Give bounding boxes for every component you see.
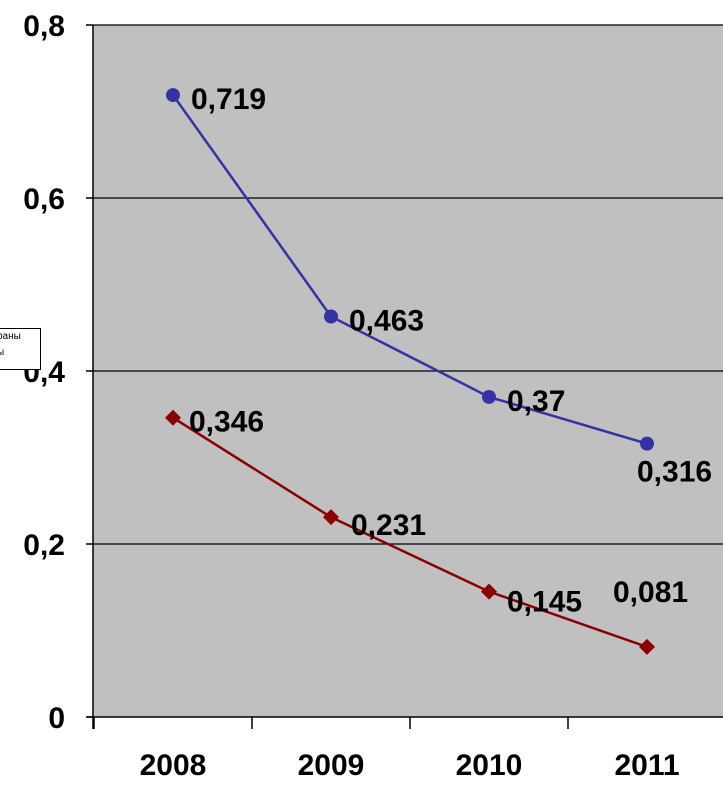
data-label: 0,463 [349,305,424,338]
x-tick-label: 2010 [456,749,523,782]
data-point [165,409,181,426]
y-tick-label: 0,6 [23,183,65,216]
gridlines [93,24,723,545]
data-point [323,509,339,526]
series-layer: 0,719 0,463 0,37 0,316 0,346 0,231 0,145 0,081 [165,83,712,655]
x-axis-ticks: 2008 2009 2010 2011 [93,717,680,782]
data-point [639,638,655,655]
x-tick-label: 2011 [614,749,679,782]
y-tick-label: 0,2 [23,529,65,562]
data-label: 0,231 [351,509,426,542]
data-label: 0,081 [613,576,688,609]
data-point [324,309,338,324]
y-tick-label: 0,8 [23,10,65,43]
data-point [481,583,497,600]
y-axis-ticks: 00,20,40,60,8 [23,10,93,735]
data-point [166,88,180,103]
data-label: 0,37 [507,385,565,418]
series-line [171,94,648,445]
x-tick-label: 2009 [298,749,365,782]
series-line [172,416,648,649]
data-label: 0,316 [637,456,712,489]
data-point [482,389,496,404]
series-1: 0,719 0,463 0,37 0,316 [166,83,712,489]
data-label: 0,145 [507,586,582,619]
legend-fragment-line2: ы [0,345,40,361]
data-label: 0,719 [191,83,266,116]
legend-fragment: раны ы [0,328,41,370]
y-tick-label: 0 [48,702,65,735]
data-label: 0,346 [189,406,264,439]
legend-fragment-line1: раны [0,331,21,342]
x-tick-label: 2008 [140,749,207,782]
axes [87,25,723,729]
series-2: 0,346 0,231 0,145 0,081 [165,406,688,655]
data-point [640,436,654,451]
